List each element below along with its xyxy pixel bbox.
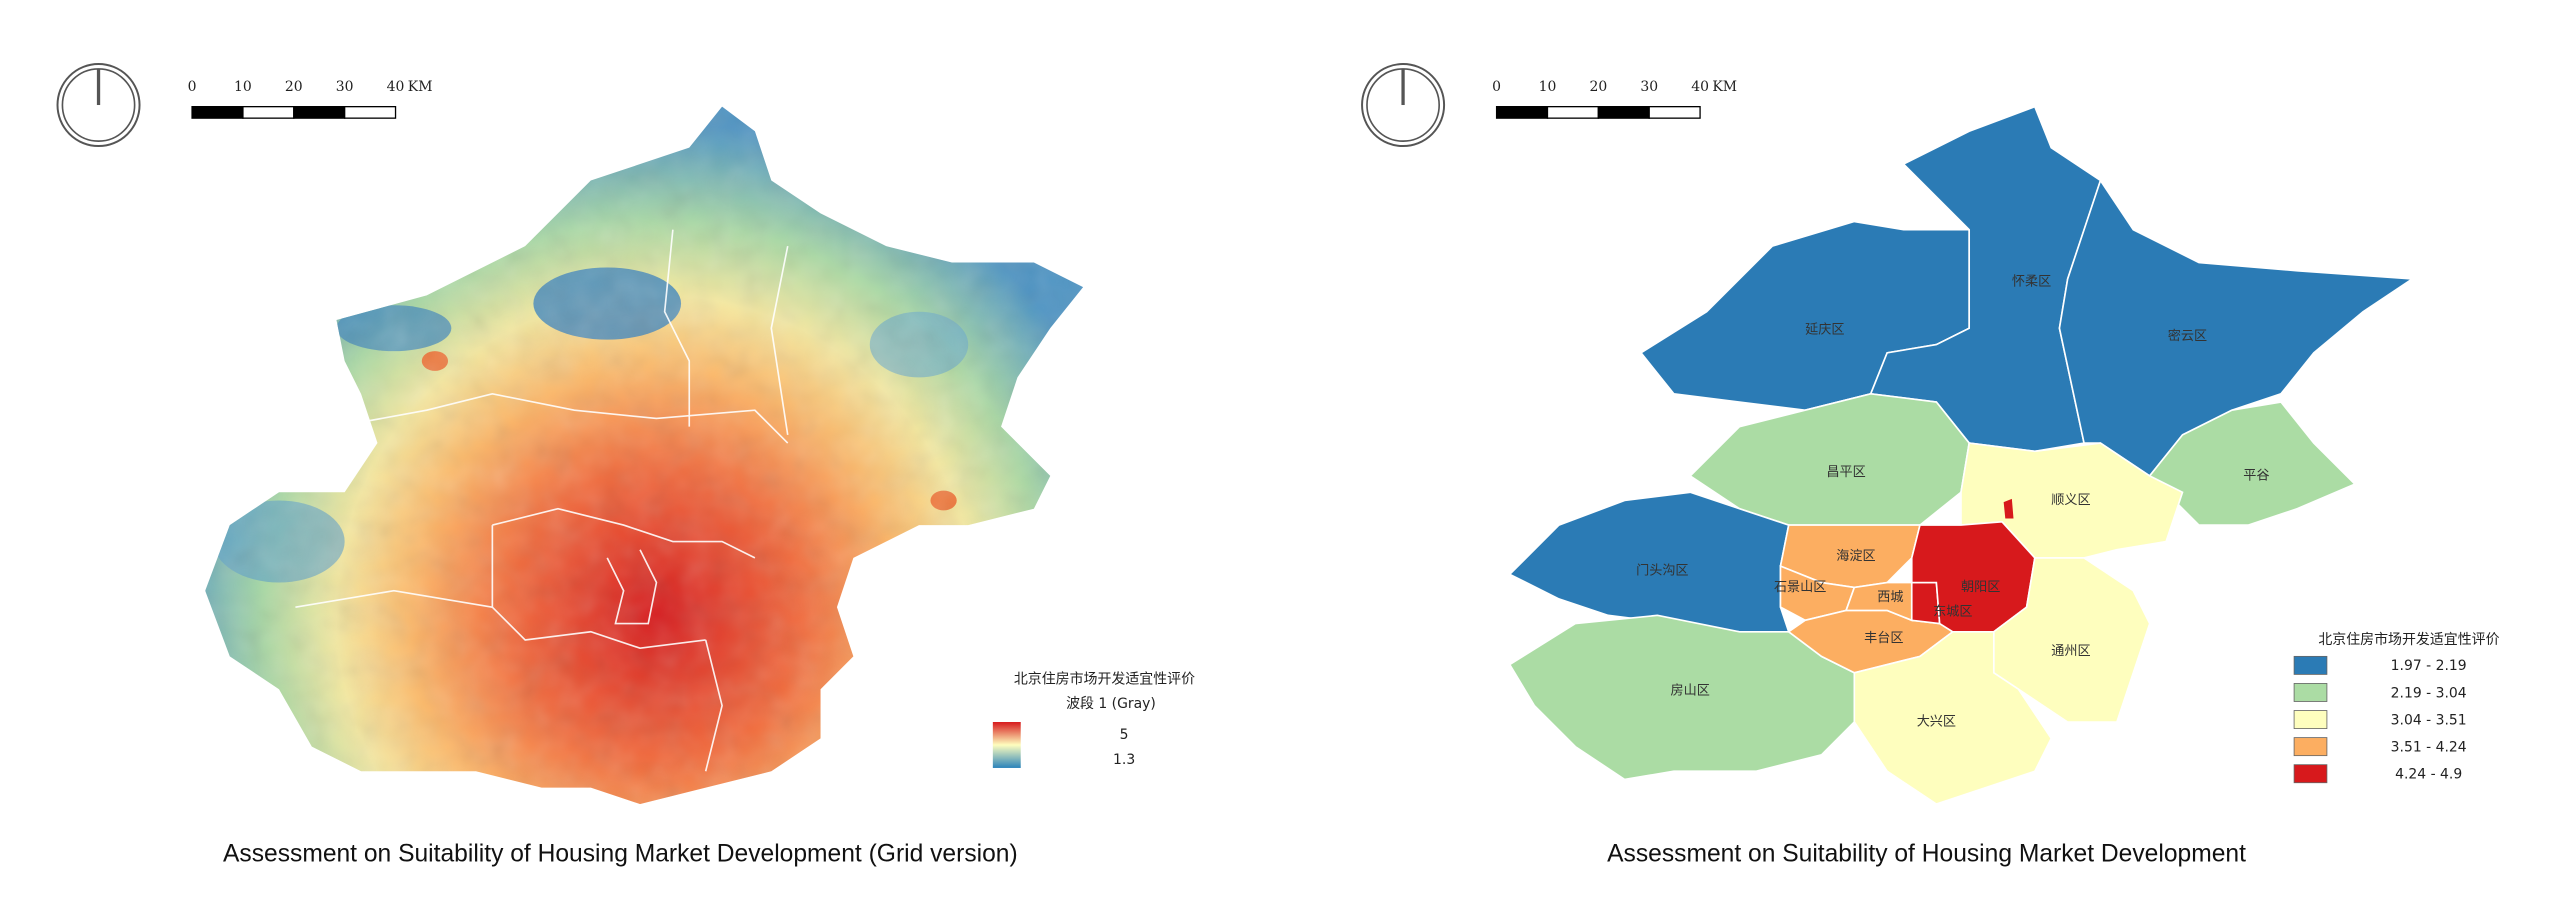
legend-band: 波段 1 (Gray) <box>1066 696 1156 712</box>
scale-segment <box>1495 106 1549 119</box>
district-label: 石景山区 <box>1774 579 1826 595</box>
legend-swatch <box>2293 737 2328 757</box>
district <box>1853 630 2053 805</box>
district-label: 昌平区 <box>1826 465 1865 480</box>
scale-segment <box>1546 106 1599 119</box>
district-label: 顺义区 <box>2051 492 2090 508</box>
scale-segment <box>191 106 244 119</box>
choropleth-map <box>1508 105 2415 805</box>
district-borders <box>295 229 789 772</box>
district-label: 房山区 <box>1671 682 1710 698</box>
district-label: 平谷 <box>2243 467 2269 483</box>
legend-swatch <box>2293 764 2328 784</box>
district-label: 大兴区 <box>1917 714 1956 730</box>
district-label: 怀柔区 <box>2012 274 2051 290</box>
scale-label: 40 <box>1691 79 1709 95</box>
scale-segment <box>344 106 397 119</box>
district-label: 通州区 <box>2051 643 2090 659</box>
district-label: 朝阳区 <box>1961 579 2000 595</box>
legend-label: 4.24 - 4.9 <box>2395 767 2462 783</box>
legend-label: 3.04 - 3.51 <box>2391 712 2467 728</box>
scale-label: 10 <box>234 79 252 95</box>
scale-label: 30 <box>336 79 354 95</box>
legend-label: 3.51 - 4.24 <box>2391 739 2467 755</box>
legend-label: 1.97 - 2.19 <box>2391 658 2467 674</box>
legend-title: 北京住房市场开发适宜性评价 <box>1014 670 1195 687</box>
district-label: 延庆区 <box>1805 321 1844 337</box>
scale-label: 0 <box>188 79 197 95</box>
scale-unit: KM <box>1712 79 1737 95</box>
legend-low: 1.3 <box>1113 752 1135 768</box>
legend-title: 北京住房市场开发适宜性评价 <box>2318 631 2499 648</box>
scale-segment <box>242 106 295 119</box>
scale-segment <box>1648 106 1701 119</box>
district-label: 密云区 <box>2168 327 2207 344</box>
district-label: 海淀区 <box>1836 548 1875 564</box>
legend-swatch <box>2293 683 2328 702</box>
scale-label: 20 <box>285 79 303 95</box>
legend-swatch <box>2293 655 2328 675</box>
caption: Assessment on Suitability of Housing Mar… <box>1607 840 2246 867</box>
scale-label: 10 <box>1539 79 1557 95</box>
caption: Assessment on Suitability of Housing Mar… <box>223 840 1018 867</box>
north-arrow <box>56 63 1446 148</box>
district-label: 西城 <box>1877 589 1903 605</box>
scale-label: 0 <box>1492 79 1501 95</box>
scale-label: 30 <box>1640 79 1658 95</box>
scale-segment <box>1597 106 1650 119</box>
district-fragment <box>2003 498 2014 519</box>
district <box>1508 491 1790 633</box>
scale-segment <box>293 106 346 119</box>
district-label: 丰台区 <box>1864 630 1903 646</box>
legend-ramp <box>992 722 1021 768</box>
scale-unit: KM <box>408 79 433 95</box>
legend-label: 2.19 - 3.04 <box>2391 685 2467 701</box>
scale-label: 40 <box>387 79 405 95</box>
district-label: 门头沟区 <box>1636 563 1688 579</box>
district <box>1869 105 2102 453</box>
legend-swatch <box>2293 710 2328 729</box>
scale-label: 20 <box>1589 79 1607 95</box>
legend-high: 5 <box>1120 727 1129 743</box>
district-label: 东城区 <box>1933 604 1972 620</box>
